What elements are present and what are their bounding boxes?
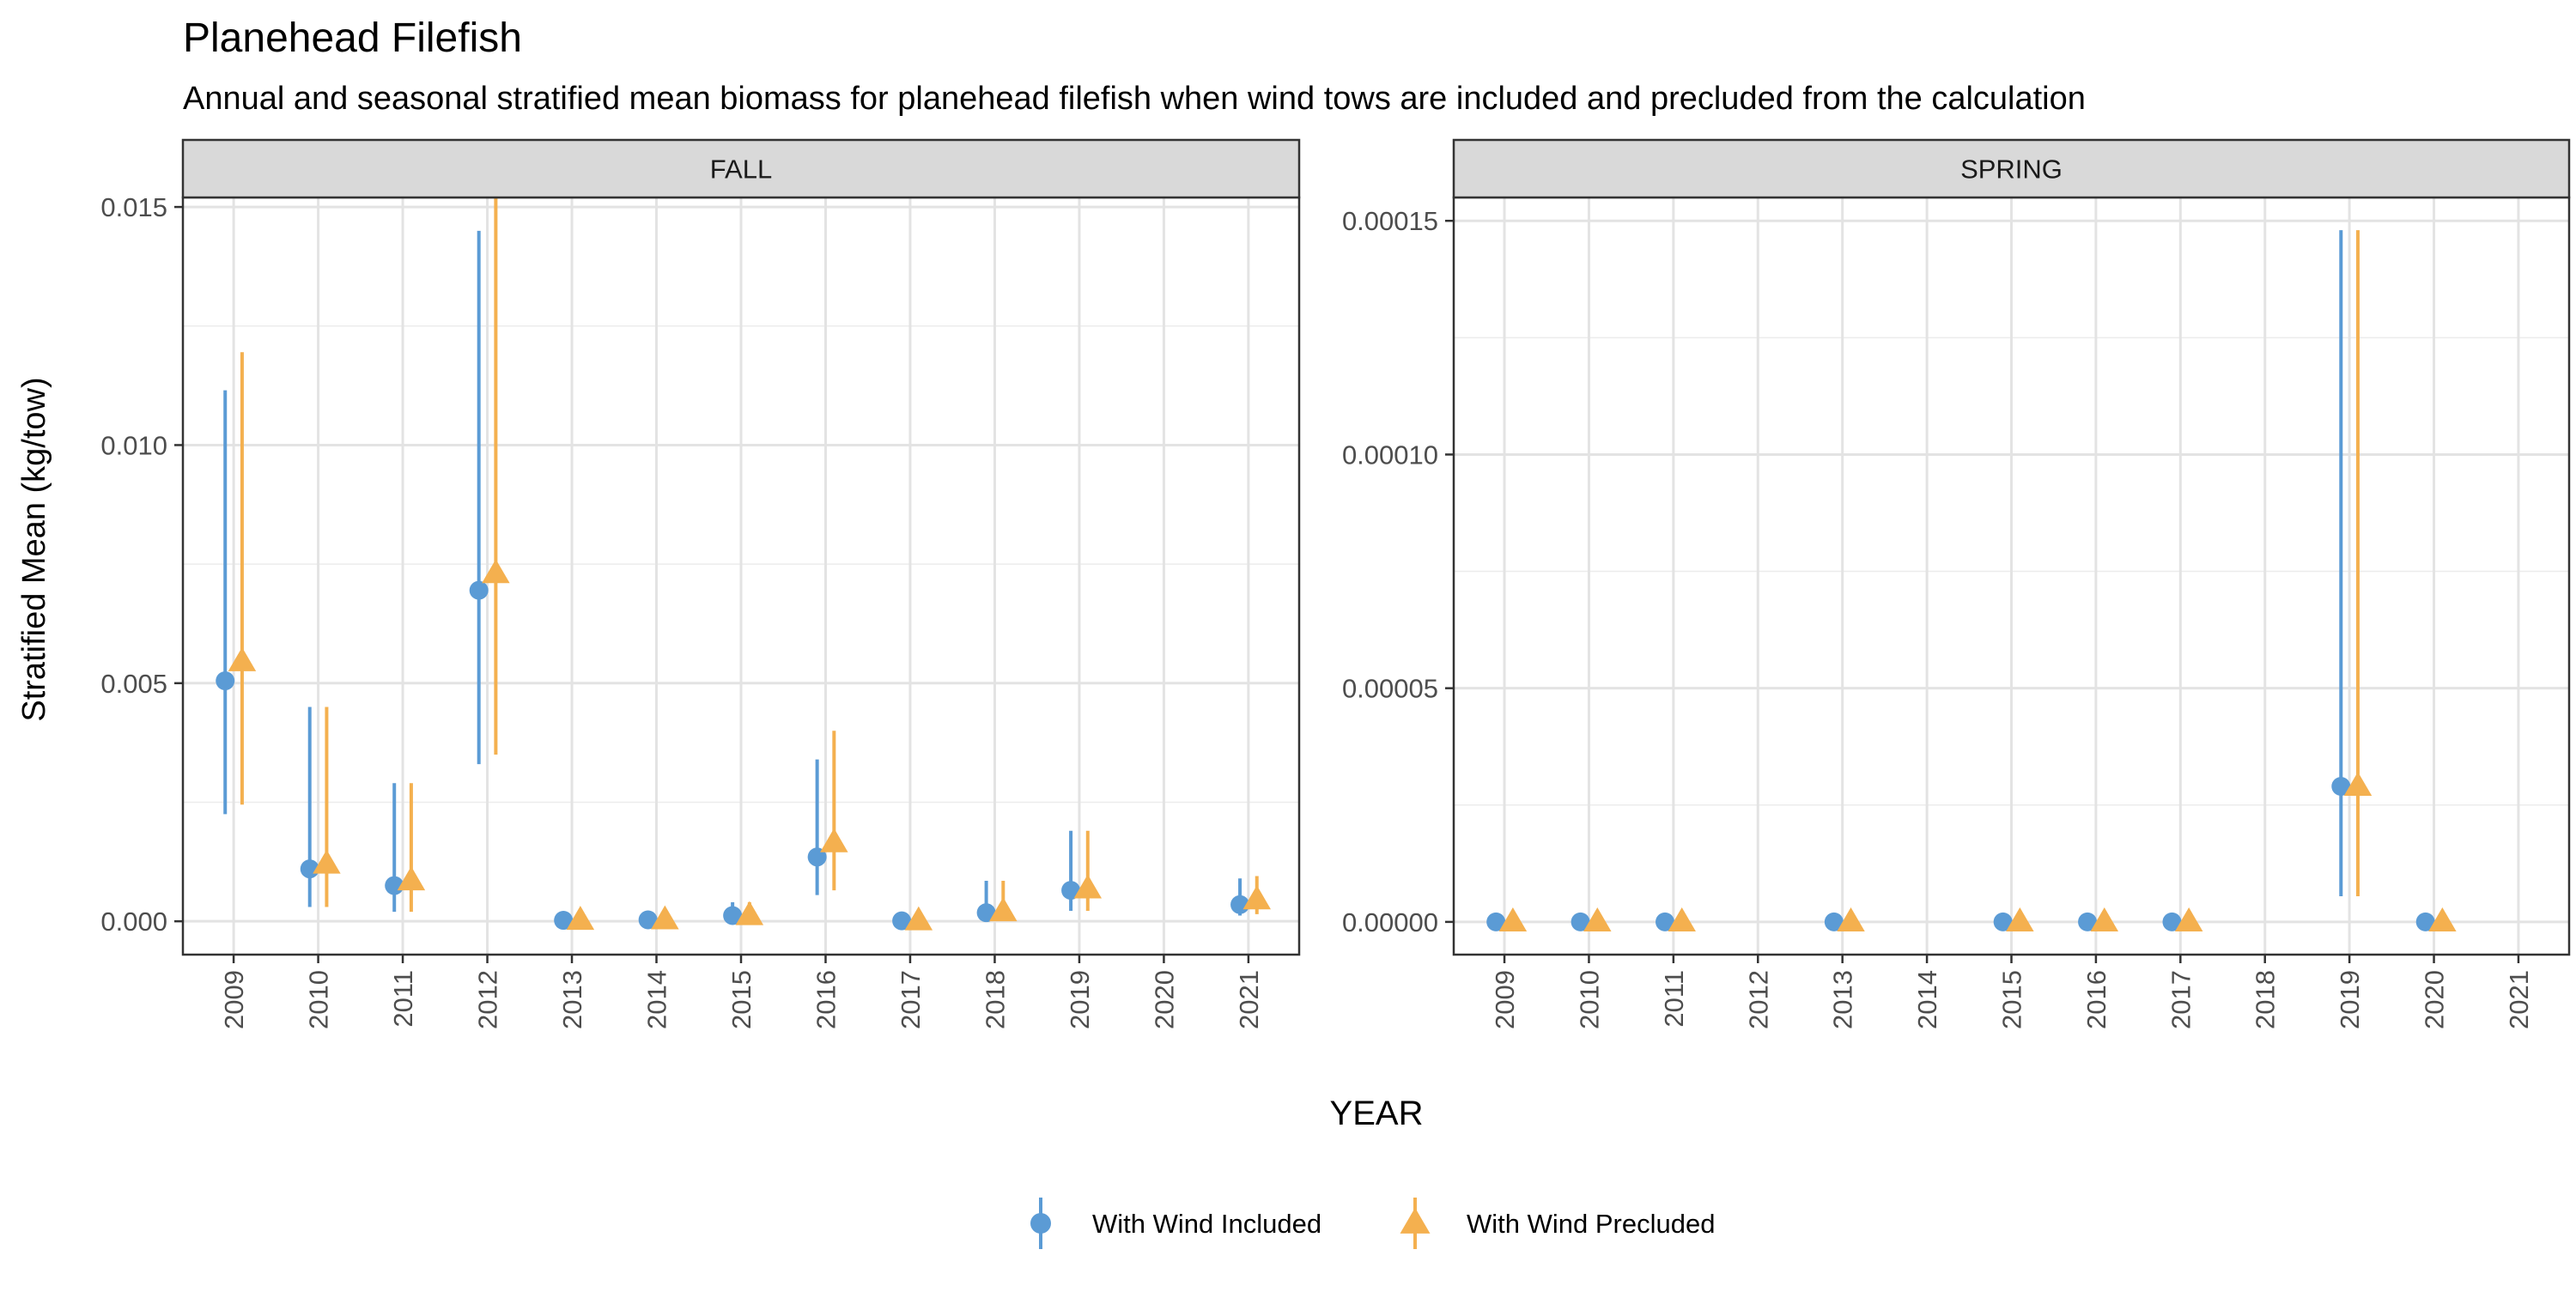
y-tick-label: 0.000	[100, 907, 167, 937]
data-point	[2006, 907, 2034, 931]
facet-strip-label: FALL	[710, 155, 772, 185]
data-point	[1668, 907, 1696, 931]
data-point	[735, 901, 764, 925]
data-point	[2343, 772, 2372, 797]
data-point	[1583, 907, 1612, 931]
y-tick-label: 0.00010	[1342, 440, 1438, 470]
x-tick-label: 2013	[1828, 970, 1858, 1029]
data-point	[1993, 912, 2013, 931]
data-point	[807, 847, 827, 867]
data-point	[2331, 777, 2351, 796]
x-tick-label: 2019	[2335, 970, 2365, 1029]
legend-item-wind-precluded: With Wind Precluded	[1400, 1198, 1715, 1249]
data-point	[1242, 885, 1272, 910]
data-point	[976, 903, 996, 923]
legend-label: With Wind Precluded	[1467, 1209, 1715, 1239]
x-tick-label: 2011	[1659, 970, 1689, 1028]
y-tick-label: 0.005	[100, 669, 167, 699]
series-wind-included	[1486, 230, 2435, 931]
x-tick-label: 2009	[219, 970, 249, 1029]
data-point	[313, 849, 341, 874]
data-point	[2174, 907, 2203, 931]
series-wind-precluded	[1498, 230, 2457, 931]
chart-title: Planehead Filefish	[183, 15, 522, 61]
legend: With Wind Included With Wind Precluded	[1030, 1198, 1715, 1249]
data-point	[554, 911, 574, 931]
data-point	[892, 911, 912, 931]
data-point	[1073, 874, 1103, 899]
data-point	[1571, 912, 1590, 931]
data-point	[566, 906, 595, 931]
data-point	[2162, 912, 2182, 931]
x-tick-label: 2009	[1490, 970, 1520, 1029]
panels: 0.000 0.005 0.010 0.015 2009 2010 2011 2012 2013…	[100, 138, 2571, 1029]
x-tick-label: 2011	[388, 970, 418, 1028]
x-tick-label: 2019	[1065, 970, 1095, 1029]
data-point	[651, 905, 679, 930]
x-tick-label: 2013	[557, 970, 587, 1029]
panel-fall: 0.000 0.005 0.010 0.015 2009 2010 2011 2012 2013…	[100, 138, 1301, 1029]
data-point	[2415, 912, 2435, 931]
data-point	[469, 580, 489, 600]
data-point	[1498, 907, 1528, 931]
data-point	[1656, 912, 1675, 931]
data-point	[1824, 912, 1844, 931]
data-point	[1061, 881, 1081, 901]
x-tick-label: 2012	[1743, 970, 1773, 1029]
x-tick-label: 2021	[2504, 970, 2534, 1029]
data-point	[820, 828, 848, 852]
legend-key-triangle	[1400, 1207, 1431, 1234]
data-point	[1486, 912, 1506, 931]
data-point	[397, 866, 426, 891]
x-tick-label: 2020	[2420, 970, 2450, 1029]
x-axis-label: YEAR	[1330, 1095, 1424, 1132]
x-tick-label: 2017	[896, 970, 926, 1029]
chart-subtitle: Annual and seasonal stratified mean biom…	[183, 81, 2086, 117]
x-tick-label: 2020	[1149, 970, 1179, 1029]
data-point	[638, 910, 658, 930]
x-tick-label: 2017	[2166, 970, 2196, 1029]
series-wind-included	[216, 230, 1250, 931]
x-tick-label: 2018	[980, 970, 1010, 1029]
data-point	[482, 559, 510, 584]
y-tick-label: 0.00015	[1342, 206, 1438, 236]
x-tick-label: 2016	[2081, 970, 2111, 1029]
y-axis-label: Stratified Mean (kg/tow)	[16, 377, 52, 721]
facet-strip	[181, 138, 1301, 199]
x-tick-label: 2012	[473, 970, 503, 1029]
data-point	[228, 646, 257, 671]
x-tick-label: 2014	[642, 970, 672, 1029]
data-point	[216, 671, 235, 691]
legend-label: With Wind Included	[1092, 1209, 1321, 1239]
x-tick-label: 2014	[1912, 970, 1942, 1029]
data-point	[1837, 907, 1865, 931]
legend-key-circle	[1030, 1213, 1051, 1234]
panel-spring: 0.00000 0.00005 0.00010 0.00015 2009 2010 2011…	[1342, 138, 2571, 1029]
data-point	[2428, 907, 2457, 931]
data-point	[2090, 907, 2118, 931]
facet-strip-label: SPRING	[1960, 155, 2063, 185]
data-point	[989, 897, 1018, 922]
x-tick-label: 2018	[2251, 970, 2281, 1029]
data-point	[904, 906, 933, 931]
data-point	[2078, 912, 2098, 931]
x-tick-label: 2016	[811, 970, 841, 1029]
y-tick-label: 0.010	[100, 430, 167, 460]
facet-strip	[1452, 138, 2571, 199]
y-tick-label: 0.00005	[1342, 674, 1438, 704]
x-tick-label: 2010	[1574, 970, 1604, 1029]
legend-item-wind-included: With Wind Included	[1030, 1198, 1321, 1249]
x-tick-label: 2010	[304, 970, 334, 1029]
series-wind-precluded	[228, 197, 1272, 931]
x-tick-label: 2015	[726, 970, 756, 1029]
data-point	[723, 906, 743, 925]
y-tick-label: 0.00000	[1342, 907, 1438, 937]
x-tick-label: 2015	[1997, 970, 2027, 1029]
x-tick-label: 2021	[1234, 970, 1264, 1029]
y-tick-label: 0.015	[100, 192, 167, 222]
